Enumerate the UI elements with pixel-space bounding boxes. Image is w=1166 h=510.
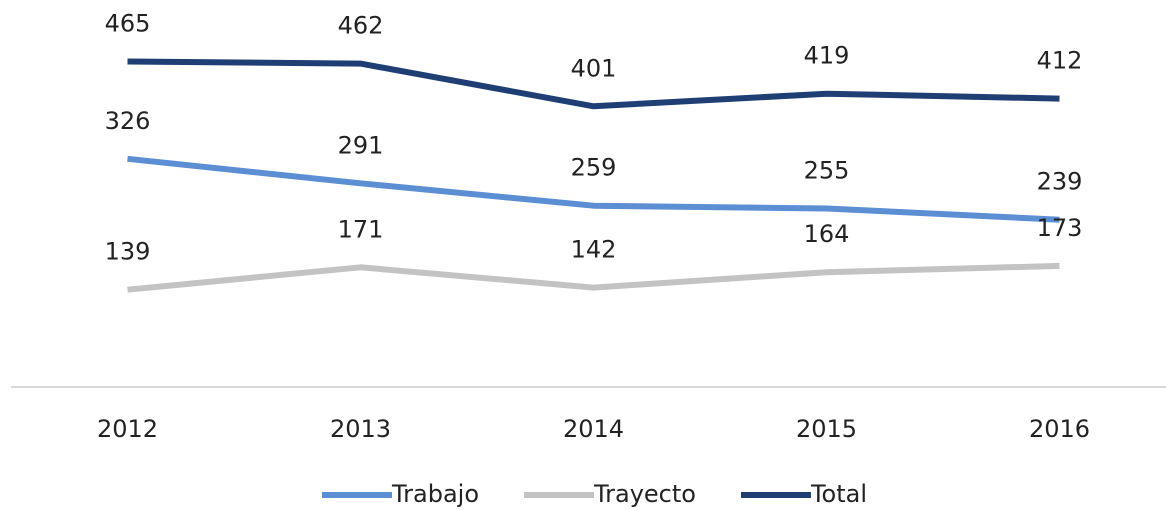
series-line	[127, 58, 1060, 110]
data-label: 259	[571, 154, 617, 182]
x-tick-label: 2012	[97, 415, 158, 443]
data-label: 255	[804, 157, 850, 185]
data-label: 142	[571, 236, 617, 264]
data-label: 171	[338, 215, 384, 243]
data-label: 139	[105, 238, 151, 266]
x-tick-label: 2015	[796, 415, 857, 443]
data-label: 401	[571, 54, 617, 82]
legend-label: Trabajo	[391, 480, 479, 508]
data-label: 465	[105, 10, 151, 38]
x-tick-label: 2016	[1029, 415, 1090, 443]
data-label: 462	[338, 12, 384, 40]
x-tick-label: 2013	[330, 415, 391, 443]
series-line	[127, 262, 1060, 293]
data-label: 291	[338, 131, 384, 159]
legend-label: Trayecto	[593, 480, 696, 508]
data-label: 173	[1037, 214, 1083, 242]
x-tick-label: 2014	[563, 415, 624, 443]
data-label: 419	[804, 42, 850, 70]
data-label: 164	[804, 220, 850, 248]
data-label: 239	[1037, 168, 1083, 196]
data-label: 412	[1037, 47, 1083, 75]
series-line	[127, 155, 1060, 223]
data-label: 326	[105, 107, 151, 135]
legend-label: Total	[810, 480, 867, 508]
